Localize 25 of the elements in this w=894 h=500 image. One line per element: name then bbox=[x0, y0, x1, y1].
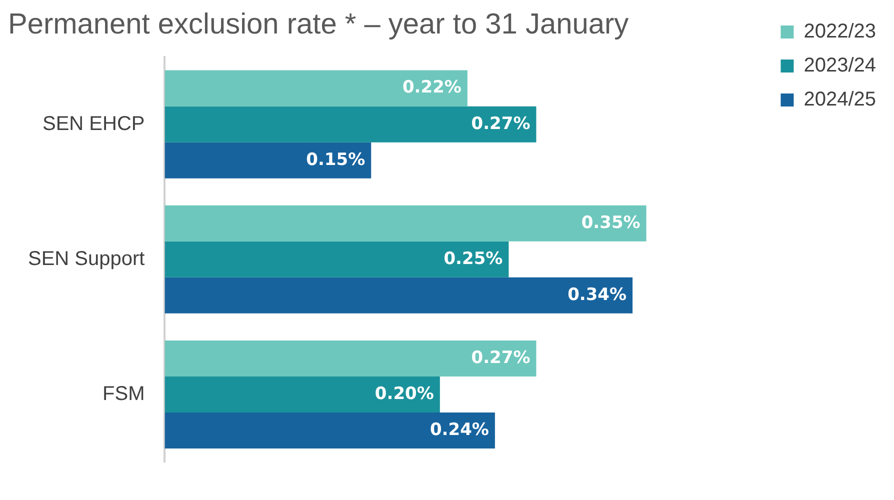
data-label: 0.27% bbox=[471, 114, 530, 134]
y-tick-label: SEN EHCP bbox=[42, 112, 145, 135]
data-label: 0.20% bbox=[374, 384, 434, 404]
bar bbox=[164, 340, 536, 376]
bar bbox=[164, 106, 536, 142]
bar bbox=[164, 70, 468, 106]
y-tick-label: FSM bbox=[102, 382, 145, 405]
data-label: 0.25% bbox=[444, 248, 503, 269]
bar bbox=[164, 376, 440, 412]
bar bbox=[164, 241, 509, 278]
legend-label: 2024/25 bbox=[804, 88, 876, 111]
bar bbox=[164, 277, 633, 314]
data-label: 0.22% bbox=[402, 78, 462, 98]
bar bbox=[164, 412, 495, 448]
y-tick-label: SEN Support bbox=[28, 248, 146, 270]
bar bbox=[164, 205, 646, 242]
legend-label: 2022/23 bbox=[804, 20, 876, 43]
data-label: 0.24% bbox=[430, 420, 489, 440]
data-label: 0.27% bbox=[471, 348, 530, 368]
chart-title: Permanent exclusion rate * – year to 31 January bbox=[8, 8, 630, 40]
legend-label: 2023/24 bbox=[804, 54, 876, 77]
bar bbox=[164, 142, 372, 178]
data-label: 0.34% bbox=[568, 284, 627, 305]
data-label: 0.15% bbox=[306, 150, 366, 170]
data-label: 0.35% bbox=[581, 212, 640, 233]
